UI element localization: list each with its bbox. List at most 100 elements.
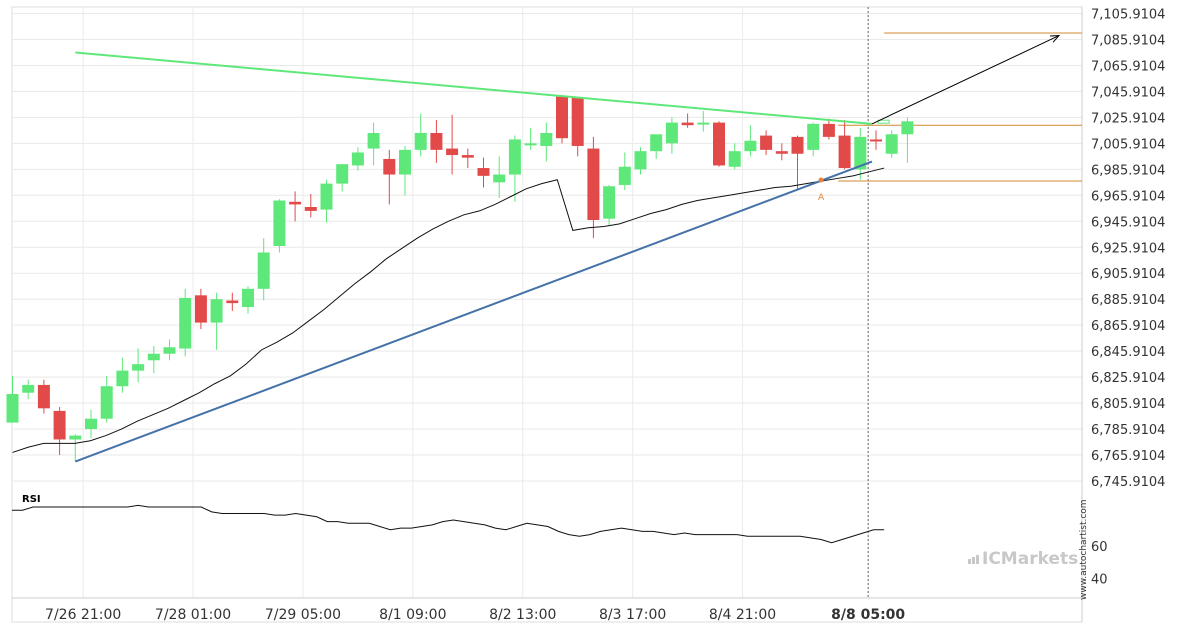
candle-body [775, 151, 788, 154]
rsi-line [12, 504, 885, 544]
candle-body [493, 174, 506, 183]
x-tick-label: 7/29 05:00 [265, 607, 341, 623]
x-tick-label: 8/3 17:00 [599, 607, 666, 623]
y-tick-label: 7,025.9104 [1091, 111, 1165, 126]
candle-body [22, 384, 35, 393]
candle-body [226, 300, 239, 304]
candle-body [603, 186, 616, 219]
lines-layer: A [12, 35, 1061, 463]
forecast-arrow-line [871, 35, 1060, 125]
y-tick-label: 6,825.9104 [1091, 371, 1165, 386]
y-tick-label: 6,765.9104 [1091, 449, 1165, 464]
candle-body [556, 96, 568, 139]
candle-body [289, 201, 302, 205]
candle-body [587, 148, 600, 220]
candle-body [194, 295, 207, 323]
candle-body [461, 155, 474, 158]
candle-body [304, 207, 317, 211]
x-tick-label: 8/1 09:00 [379, 607, 446, 623]
x-tick-label: 7/26 21:00 [45, 607, 121, 623]
y-tick-label: 7,085.9104 [1091, 33, 1165, 48]
candle-body [351, 152, 364, 166]
candles-layer [6, 96, 914, 462]
candle-body [320, 183, 333, 210]
candle-body [822, 123, 835, 137]
candle-body [524, 143, 537, 146]
candle-body [477, 168, 490, 176]
x-tick-label: 8/2 13:00 [489, 607, 556, 623]
candle-body [665, 122, 678, 144]
support-trend-line [74, 160, 873, 463]
candle-body [116, 370, 129, 387]
candle-body [37, 384, 50, 409]
rsi-panel: RSI [12, 494, 885, 544]
x-tick-label: 8/8 05:00 [831, 607, 905, 623]
candle-body [399, 149, 411, 175]
levels-layer [838, 32, 1082, 182]
candle-body [430, 132, 443, 150]
candle-body [210, 299, 223, 323]
brand-logo: ICMarkets [982, 549, 1078, 569]
candle-body [744, 140, 757, 152]
y-tick-label: 6,985.9104 [1091, 163, 1165, 178]
candle-body [100, 386, 113, 419]
candle-body [540, 132, 553, 146]
candle-body [242, 288, 254, 308]
y-tick-label: 6,965.9104 [1091, 189, 1165, 204]
candle-body [147, 353, 160, 361]
candle-body [69, 435, 82, 440]
y-tick-label: 6,785.9104 [1091, 423, 1165, 438]
watermark-text: www.autochartist.com [1079, 499, 1089, 600]
candle-body [885, 134, 898, 154]
y-tick-label: 6,905.9104 [1091, 267, 1165, 282]
candle-body [618, 166, 631, 185]
y-tick-label: 7,065.9104 [1091, 59, 1165, 74]
candle-body [634, 151, 647, 170]
candle-body [273, 200, 286, 246]
candle-body [838, 135, 851, 169]
candle-body [163, 347, 176, 354]
candle-body [760, 135, 773, 150]
candle-body [791, 136, 804, 154]
candle-body [6, 394, 19, 423]
brand-bar-icon [968, 559, 971, 564]
pattern-point [818, 177, 824, 183]
moving-average-line [12, 167, 885, 453]
candle-body [571, 97, 584, 146]
rsi-label: RSI [22, 494, 41, 505]
candle-body [383, 158, 396, 175]
labels-layer: 7,105.9104 7,085.9104 7,065.9104 7,045.9104… [45, 7, 1165, 623]
brand-bar-icon [976, 555, 979, 564]
y-tick-label: 6,845.9104 [1091, 345, 1165, 360]
y-tick-label: 6,745.9104 [1091, 475, 1165, 490]
rsi-tick-label: 60 [1091, 540, 1108, 555]
y-tick-label: 7,105.9104 [1091, 7, 1165, 22]
y-tick-label: 6,805.9104 [1091, 397, 1165, 412]
y-tick-label: 6,925.9104 [1091, 241, 1165, 256]
rsi-tick-label: 40 [1091, 573, 1108, 588]
candle-body [728, 151, 741, 167]
grid-layer [11, 6, 1083, 623]
plot-frame [11, 6, 1083, 623]
forecast-arrow-head [1049, 35, 1061, 43]
candle-body [854, 136, 867, 170]
resistance-trend-line [75, 51, 873, 125]
brand-bar-icon [972, 557, 975, 564]
y-tick-label: 6,945.9104 [1091, 215, 1165, 230]
candle-body [132, 364, 145, 371]
y-tick-label: 7,045.9104 [1091, 85, 1165, 100]
candle-body [85, 418, 97, 430]
y-tick-label: 7,005.9104 [1091, 137, 1165, 152]
candle-body [53, 410, 66, 440]
candle-body [336, 164, 349, 184]
y-tick-label: 6,885.9104 [1091, 293, 1165, 308]
candle-body [179, 297, 192, 349]
candle-body [257, 252, 270, 289]
candle-body [901, 121, 914, 135]
candle-body [681, 122, 694, 126]
candle-body [367, 132, 380, 149]
candle-body [870, 139, 882, 142]
x-tick-label: 7/28 01:00 [155, 607, 231, 623]
